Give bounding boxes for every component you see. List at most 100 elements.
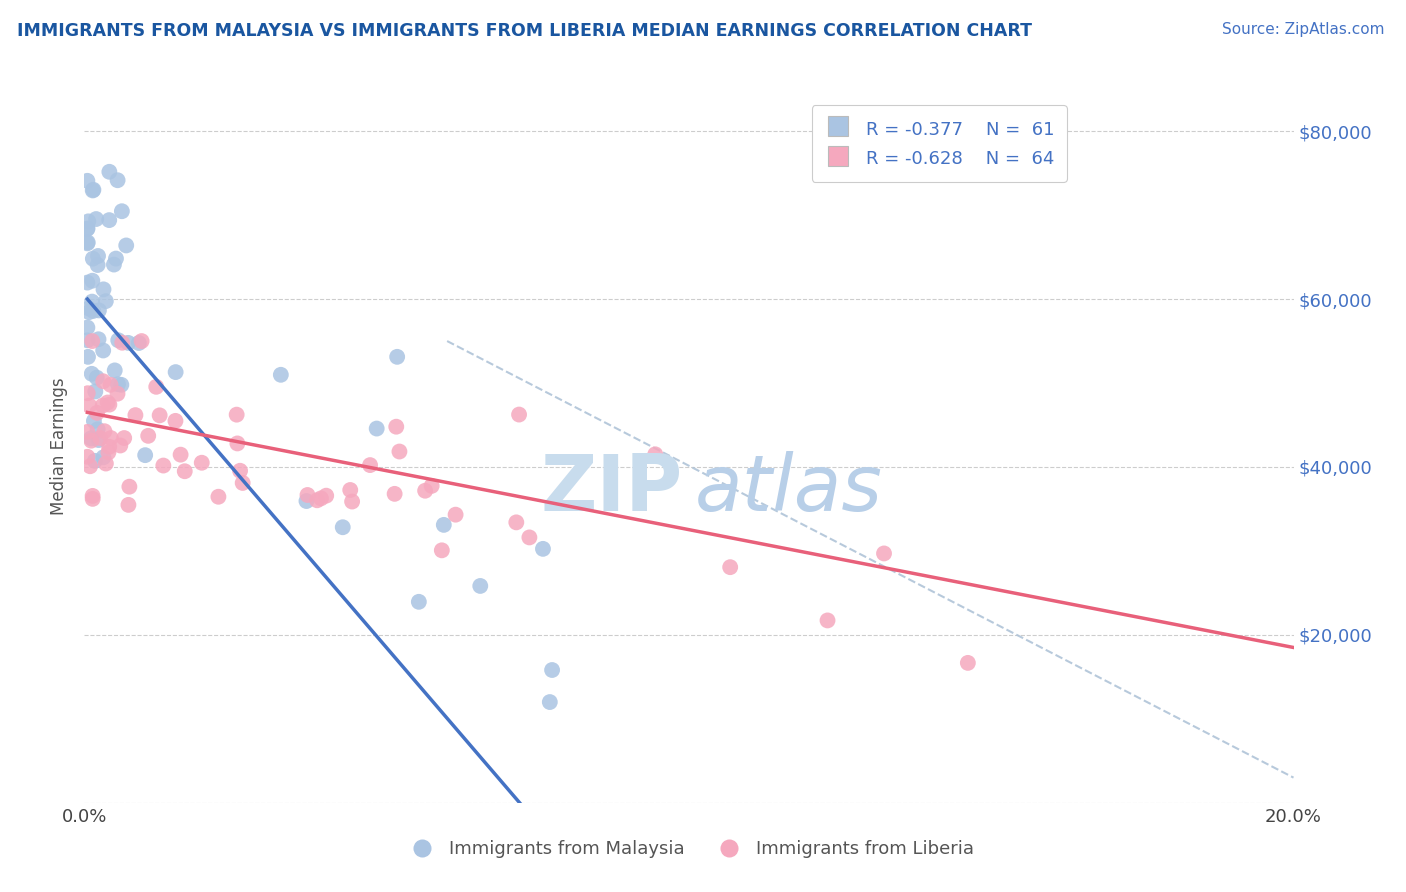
Point (82, 183, 104, 197)
Point (152, 458, 174, 473)
Point (225, 408, 247, 422)
Point (433, 517, 456, 532)
Point (80, 294, 103, 309)
Point (111, 204, 134, 219)
Point (366, 421, 388, 435)
Point (385, 350, 408, 364)
Point (107, 377, 129, 392)
Point (76, 450, 98, 464)
Point (538, 695, 561, 709)
Point (76, 221, 98, 235)
Point (82, 304, 104, 318)
Point (91, 374, 114, 388)
Point (112, 431, 135, 445)
Point (470, 579, 492, 593)
Point (307, 493, 329, 508)
Point (315, 489, 337, 503)
Point (89, 431, 111, 445)
Point (91, 343, 114, 358)
Point (519, 530, 541, 544)
Point (77, 301, 100, 316)
Y-axis label: Median Earnings: Median Earnings (51, 377, 69, 515)
Point (340, 494, 363, 508)
Point (295, 494, 318, 508)
Point (98, 440, 121, 454)
Point (76, 236, 98, 251)
Point (76, 386, 98, 401)
Point (131, 334, 153, 348)
Point (332, 520, 354, 534)
Point (97, 445, 120, 459)
Point (413, 483, 436, 498)
Point (359, 458, 381, 472)
Point (94, 294, 117, 309)
Point (84, 212, 107, 227)
Point (128, 336, 150, 351)
Point (93, 424, 115, 438)
Point (79, 399, 101, 413)
Point (84, 384, 107, 399)
Point (76, 425, 98, 439)
Point (94, 457, 117, 471)
Point (107, 173, 129, 187)
Point (531, 541, 554, 556)
Point (82, 489, 104, 503)
Point (110, 377, 132, 392)
Point (384, 487, 406, 501)
Point (165, 414, 187, 428)
Point (408, 595, 430, 609)
Point (98, 213, 121, 227)
Point (388, 444, 411, 458)
Point (644, 447, 666, 461)
Point (86, 406, 108, 420)
Point (145, 380, 167, 394)
Point (297, 488, 319, 502)
Point (77, 305, 100, 319)
Point (79, 459, 101, 474)
Point (86, 422, 108, 436)
Point (339, 483, 361, 497)
Point (190, 456, 212, 470)
Point (86, 258, 108, 272)
Point (91, 399, 114, 413)
Point (232, 475, 254, 490)
Point (76, 221, 98, 235)
Point (80, 434, 103, 448)
Point (77, 214, 100, 228)
Point (169, 448, 191, 462)
Point (444, 508, 467, 522)
Point (82, 252, 104, 266)
Point (83, 414, 105, 428)
Point (385, 419, 408, 434)
Point (115, 238, 138, 252)
Point (104, 363, 127, 377)
Point (83, 454, 105, 468)
Point (956, 656, 979, 670)
Point (134, 448, 156, 462)
Point (430, 543, 453, 558)
Point (103, 258, 125, 272)
Point (207, 490, 229, 504)
Point (505, 516, 527, 530)
Legend: Immigrants from Malaysia, Immigrants from Liberia: Immigrants from Malaysia, Immigrants fro… (396, 833, 981, 865)
Point (873, 546, 896, 560)
Point (110, 438, 132, 452)
Point (100, 431, 122, 445)
Text: ZIP: ZIP (541, 450, 683, 527)
Point (817, 614, 839, 628)
Point (80, 431, 103, 445)
Point (98, 165, 121, 179)
Point (107, 333, 129, 347)
Point (309, 491, 332, 506)
Point (82, 274, 104, 288)
Point (111, 335, 134, 350)
Point (226, 436, 249, 450)
Point (508, 408, 530, 422)
Point (76, 174, 98, 188)
Point (420, 479, 443, 493)
Point (82, 334, 104, 348)
Point (76, 320, 98, 334)
Text: IMMIGRANTS FROM MALAYSIA VS IMMIGRANTS FROM LIBERIA MEDIAN EARNINGS CORRELATION : IMMIGRANTS FROM MALAYSIA VS IMMIGRANTS F… (17, 22, 1032, 40)
Point (77, 350, 100, 364)
Text: Source: ZipAtlas.com: Source: ZipAtlas.com (1222, 22, 1385, 37)
